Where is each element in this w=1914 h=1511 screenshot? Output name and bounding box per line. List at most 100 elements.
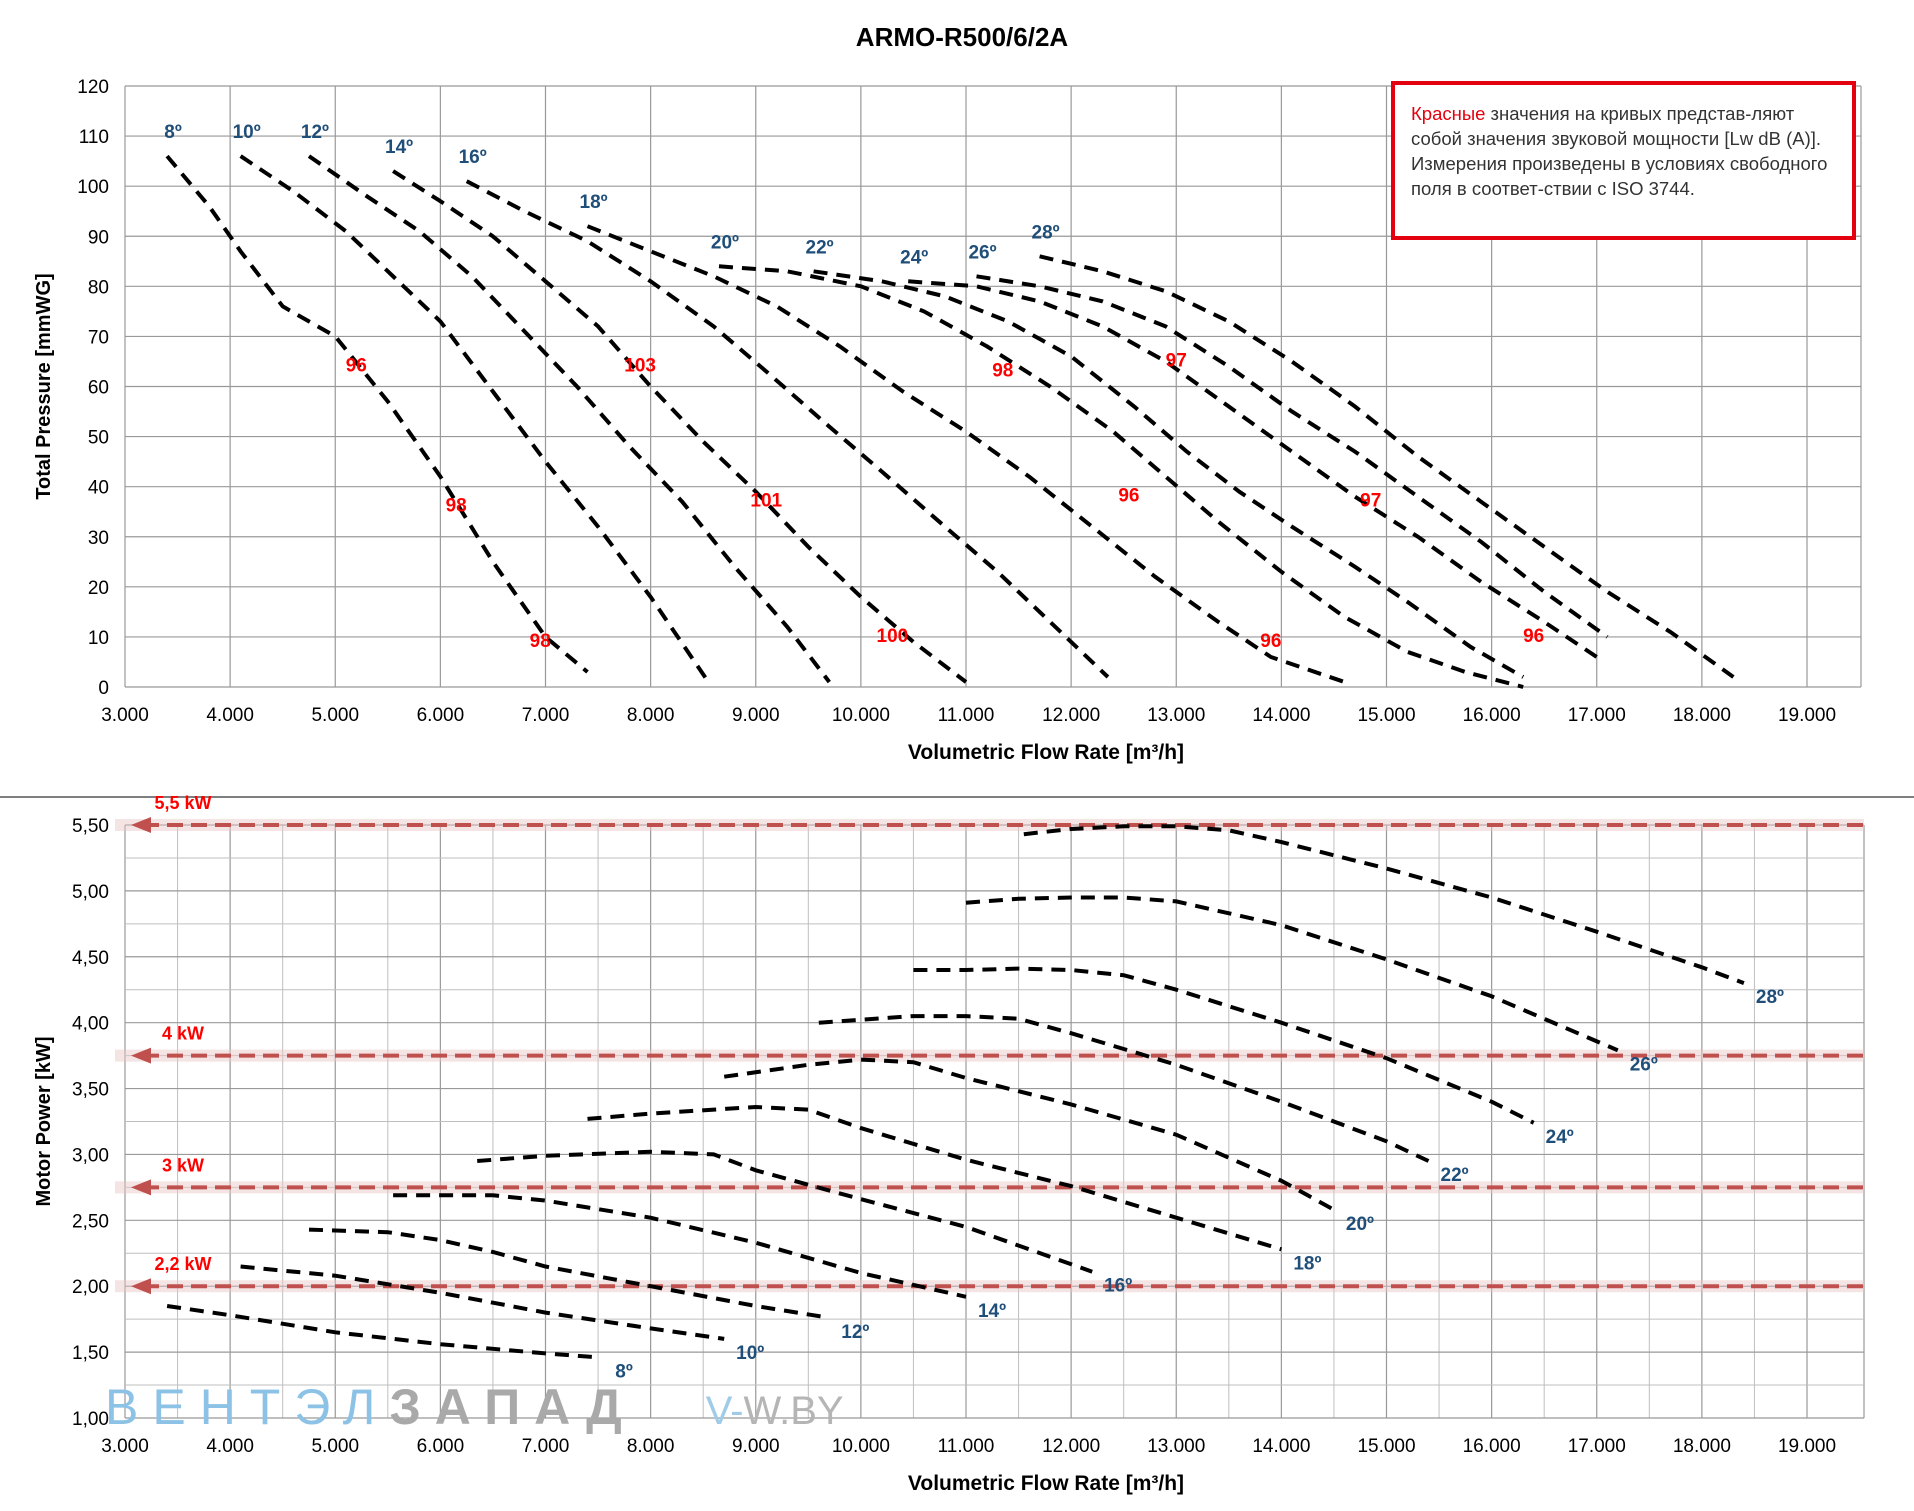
power-series-line [965,895,1619,1053]
power-limit-label: 5,5 kW [154,793,211,813]
sound-power-label: 96 [1523,626,1544,647]
pressure-series-label: 28º [1032,222,1060,243]
pressure-x-tick-label: 7.000 [522,705,570,726]
power-x-tick-label: 9.000 [732,1436,780,1457]
power-y-tick-label: 2,50 [72,1211,109,1232]
pressure-x-axis-label: Volumetric Flow Rate [m³/h] [908,741,1184,764]
pressure-x-tick-label: 10.000 [832,705,890,726]
pressure-y-tick-label: 10 [88,628,109,649]
pressure-series-label: 14º [385,137,413,158]
power-x-tick-label: 16.000 [1463,1436,1521,1457]
power-series-label: 26º [1630,1054,1658,1075]
sound-power-label: 101 [750,491,782,512]
pressure-x-tick-label: 9.000 [732,705,780,726]
power-limit-label: 3 kW [162,1155,204,1175]
power-y-axis-label: Motor Power [kW] [33,1037,55,1207]
pressure-series-line [165,154,589,674]
power-series-line [913,966,1535,1125]
pressure-series-line [392,169,968,684]
sound-power-label: 103 [624,355,656,376]
power-x-tick-label: 18.000 [1673,1436,1731,1457]
power-limit-label: 2,2 kW [154,1254,211,1274]
power-series-label: 8º [615,1361,633,1382]
power-x-tick-label: 5.000 [311,1436,359,1457]
power-limit-arrow-icon [131,1179,151,1196]
pressure-x-tick-label: 6.000 [417,705,465,726]
watermark-part1: ВЕНТЭЛ [105,1379,390,1435]
pressure-series-line [908,279,1598,659]
watermark-logo: ВЕНТЭЛЗАПАД V-W.BY [105,1378,844,1436]
note-text: значения на кривых представ-ляют собой з… [1411,103,1828,199]
pressure-x-tick-label: 11.000 [938,705,995,726]
pressure-x-tick-label: 4.000 [206,705,254,726]
pressure-y-tick-label: 20 [88,578,109,599]
pressure-x-tick-label: 15.000 [1357,705,1415,726]
pressure-x-tick-label: 13.000 [1147,705,1205,726]
sound-power-label: 96 [346,355,367,376]
sound-power-label: 98 [530,631,551,652]
power-x-tick-label: 14.000 [1252,1436,1310,1457]
pressure-y-tick-label: 40 [88,478,109,499]
pressure-series-line [586,224,1346,684]
watermark-part2: ЗАПАД [389,1379,636,1435]
power-series-label: 16º [1104,1276,1132,1297]
power-limit-arrow-icon [131,817,151,833]
watermark-part4: W.BY [743,1389,844,1433]
power-y-tick-label: 2,00 [72,1277,109,1298]
pressure-series-label: 16º [459,147,487,168]
power-series-line [477,1149,1093,1274]
sound-power-label: 96 [1118,486,1139,507]
pressure-x-tick-label: 8.000 [627,705,675,726]
pressure-x-tick-label: 3.000 [101,705,149,726]
pressure-x-tick-label: 18.000 [1673,705,1731,726]
power-series-label: 10º [736,1343,764,1364]
power-chart: 3.000 4.000 5.000 6.000 7.000 8.000 9.000 10.00… [33,793,1865,1495]
power-series-line [240,1264,725,1341]
power-x-tick-label: 10.000 [832,1436,890,1457]
pressure-series-line [976,274,1609,639]
pressure-series-line [465,179,1110,679]
sound-power-label: 98 [992,360,1013,381]
power-x-tick-label: 19.000 [1778,1436,1836,1457]
power-x-tick-label: 3.000 [101,1436,149,1457]
sound-power-label: 97 [1166,350,1187,371]
power-x-tick-label: 15.000 [1357,1436,1415,1457]
power-x-tick-label: 13.000 [1147,1436,1205,1457]
pressure-y-axis-label: Total Pressure [mmWG] [33,273,55,499]
pressure-y-tick-label: 120 [77,77,109,98]
power-series-label: 12º [841,1322,869,1343]
sound-power-note: Красные значения на кривых представ-ляют… [1391,81,1856,240]
power-x-tick-label: 12.000 [1042,1436,1100,1457]
power-series-line [308,1227,830,1320]
pressure-y-tick-label: 80 [88,277,109,298]
power-x-tick-label: 6.000 [417,1436,465,1457]
pressure-y-tick-label: 90 [88,227,109,248]
power-limit-arrow-icon [131,1278,151,1295]
power-limit-label: 4 kW [162,1024,204,1044]
pressure-series-label: 24º [900,247,928,268]
pressure-series-line [307,154,831,684]
power-series-line [587,1104,1282,1252]
power-series-label: 24º [1546,1127,1574,1148]
power-series-line [723,1057,1335,1212]
power-y-tick-label: 3,00 [72,1145,109,1166]
pressure-y-tick-label: 60 [88,378,109,399]
pressure-y-tick-label: 30 [88,528,109,549]
power-series-label: 18º [1293,1253,1321,1274]
power-x-tick-label: 7.000 [522,1436,570,1457]
pressure-series-label: 20º [711,232,739,253]
power-series-label: 20º [1346,1214,1374,1235]
pressure-series-label: 26º [968,242,996,263]
power-y-tick-label: 5,50 [72,816,109,837]
power-y-tick-label: 1,00 [72,1409,109,1430]
power-y-tick-label: 3,50 [72,1080,109,1101]
power-limit-arrow-icon [131,1047,151,1064]
pressure-series-line [718,264,1524,689]
pressure-y-tick-label: 110 [79,127,109,148]
watermark-part3: V- [705,1389,744,1433]
note-red-word: Красные [1411,103,1486,124]
power-series-line [1023,824,1745,985]
pressure-x-tick-label: 19.000 [1778,705,1836,726]
pressure-y-tick-label: 50 [88,428,109,449]
pressure-series-line [1039,254,1735,679]
